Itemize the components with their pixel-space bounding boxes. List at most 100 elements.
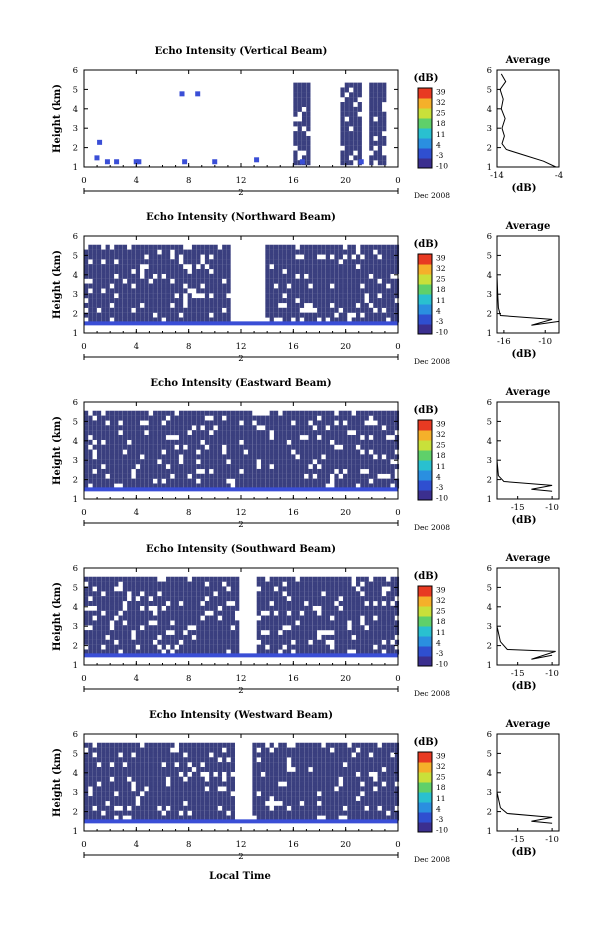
avg-y-tick-label: 1 (487, 661, 492, 671)
heatmap-cell (351, 298, 356, 304)
heatmap-cell (360, 805, 365, 811)
heatmap-cell (291, 586, 296, 592)
heatmap-cell (261, 464, 266, 470)
heatmap-cell (312, 483, 318, 489)
heatmap-cell (88, 449, 93, 455)
heatmap-cell (187, 259, 192, 265)
heatmap-cell (386, 610, 391, 616)
heatmap-cell (304, 781, 309, 787)
heatmap-cell (144, 649, 149, 655)
heatmap-cell (118, 605, 123, 611)
heatmap-cell (369, 106, 374, 112)
heatmap-cell (265, 283, 270, 289)
heatmap-cell (235, 420, 240, 426)
heatmap-cell (105, 766, 110, 772)
heatmap-cell (84, 615, 89, 621)
heatmap-cell (187, 742, 192, 748)
heatmap-cell (153, 454, 158, 460)
heatmap-cell (222, 454, 227, 460)
heatmap-cell (135, 649, 141, 655)
heatmap-cell (148, 464, 153, 470)
heatmap-cell (364, 449, 369, 455)
heatmap-cell (157, 259, 162, 265)
heatmap-cell (144, 815, 149, 821)
heatmap-cell (105, 459, 110, 465)
heatmap-cell (286, 483, 292, 489)
heatmap-cell (84, 776, 89, 782)
heatmap-cell (161, 459, 166, 465)
heatmap-cell (295, 747, 300, 753)
heatmap-cell (356, 454, 361, 460)
heatmap-cell (295, 264, 300, 270)
heatmap-cell (373, 244, 378, 250)
heatmap-cell (204, 249, 210, 255)
heatmap-cell (178, 264, 184, 270)
heatmap-cell (213, 796, 218, 802)
heatmap-cell (330, 249, 335, 255)
heatmap-cell (291, 468, 296, 474)
heatmap-cell (118, 249, 123, 255)
heatmap-cell (338, 766, 343, 772)
heatmap-cell (92, 420, 97, 426)
heatmap-cell (217, 439, 223, 445)
heatmap-cell (386, 615, 391, 621)
heatmap-cell (386, 268, 391, 274)
heatmap-cell (166, 591, 171, 597)
heatmap-cell (261, 454, 266, 460)
heatmap-cell (196, 605, 201, 611)
heatmap-cell (369, 111, 374, 117)
heatmap-cell (286, 420, 292, 426)
heatmap-cell (153, 649, 158, 655)
heatmap-cell (252, 464, 257, 470)
heatmap-cell (230, 596, 235, 602)
heatmap-cell (304, 639, 309, 645)
heatmap-cell (308, 249, 313, 255)
heatmap-cell (235, 483, 240, 489)
heatmap-cell (381, 459, 387, 465)
heatmap-cell (161, 302, 166, 308)
heatmap-cell (131, 805, 136, 811)
heatmap-cell (325, 620, 330, 626)
heatmap-cell (256, 444, 261, 450)
heatmap-cell (157, 434, 162, 440)
heatmap-cell (235, 596, 240, 602)
heatmap-cell (351, 625, 356, 631)
heatmap-cell (291, 600, 296, 606)
heatmap-cell (105, 307, 110, 313)
heatmap-cell (373, 121, 378, 127)
heatmap-cell (217, 464, 223, 470)
heatmap-cell (127, 634, 132, 640)
heatmap-cell (304, 810, 309, 816)
heatmap-cell (252, 762, 257, 768)
heatmap-cell (394, 757, 400, 763)
heatmap-cell (183, 615, 188, 621)
heatmap-cell (178, 586, 184, 592)
heatmap-cell (325, 410, 330, 416)
heatmap-cell (153, 434, 158, 440)
heatmap-cell (122, 810, 128, 816)
heatmap-cell (377, 150, 383, 156)
heatmap-cell (96, 800, 102, 806)
heatmap-cell (312, 766, 318, 772)
heatmap-cell (317, 649, 322, 655)
heatmap-cell (131, 434, 136, 440)
colorbar-tick-label: 11 (436, 130, 446, 139)
heatmap-cell (308, 600, 313, 606)
heatmap-cell (338, 434, 343, 440)
heatmap-cell (118, 762, 123, 768)
heatmap-cell (386, 781, 391, 787)
heatmap-cell (191, 596, 197, 602)
heatmap-cell (334, 268, 339, 274)
x-tick-label: 0 (81, 840, 86, 850)
heatmap-cell (170, 762, 175, 768)
heatmap-cell (386, 464, 391, 470)
heatmap-cell (295, 259, 300, 265)
heatmap-cell (235, 591, 240, 597)
heatmap-cell (114, 596, 119, 602)
heatmap-cell (204, 307, 210, 313)
heatmap-cell (347, 810, 352, 816)
heatmap-cell (213, 454, 218, 460)
heatmap-cell (273, 776, 279, 782)
heatmap-cell (381, 620, 387, 626)
